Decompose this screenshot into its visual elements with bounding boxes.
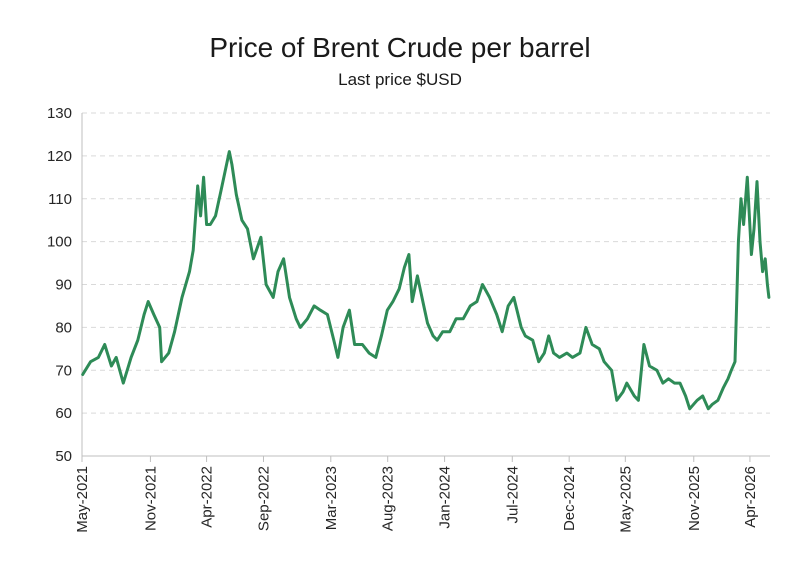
x-axis-ticks: May-2021 Nov-2021 Apr-2022 Sep-2022 Mar-2023…	[74, 456, 759, 533]
y-axis-ticks: 50 60 70 80 90 100 110 120 130	[47, 105, 72, 465]
x-tick-label: May-2021	[74, 466, 91, 533]
x-tick-label: Nov-2021	[142, 466, 159, 531]
y-tick-label: 90	[55, 277, 72, 294]
y-tick-label: 60	[55, 405, 72, 422]
x-tick-label: Apr-2022	[199, 466, 216, 528]
x-tick-label: Apr-2026	[742, 466, 759, 528]
x-tick-label: Jul-2024	[504, 466, 521, 524]
chart-title: Price of Brent Crude per barrel	[209, 32, 591, 63]
y-tick-label: 80	[55, 319, 72, 336]
series-group	[81, 150, 771, 411]
y-tick-label: 110	[48, 191, 72, 208]
x-tick-label: Jan-2024	[437, 466, 454, 529]
price-line	[81, 150, 771, 411]
y-tick-label: 50	[55, 448, 72, 465]
y-tick-label: 100	[47, 234, 72, 251]
x-tick-label: Dec-2024	[561, 466, 578, 531]
x-tick-label: May-2025	[617, 466, 634, 533]
x-tick-label: Mar-2023	[323, 466, 340, 530]
y-tick-label: 120	[47, 148, 72, 165]
gridlines	[82, 112, 770, 414]
x-tick-label: Aug-2023	[380, 466, 397, 531]
x-tick-label: Sep-2022	[255, 466, 272, 531]
x-tick-label: Nov-2025	[686, 466, 703, 531]
y-tick-label: 70	[55, 362, 72, 379]
y-tick-label: 130	[47, 105, 72, 122]
chart-subtitle: Last price $USD	[338, 70, 462, 89]
axes	[81, 113, 770, 457]
